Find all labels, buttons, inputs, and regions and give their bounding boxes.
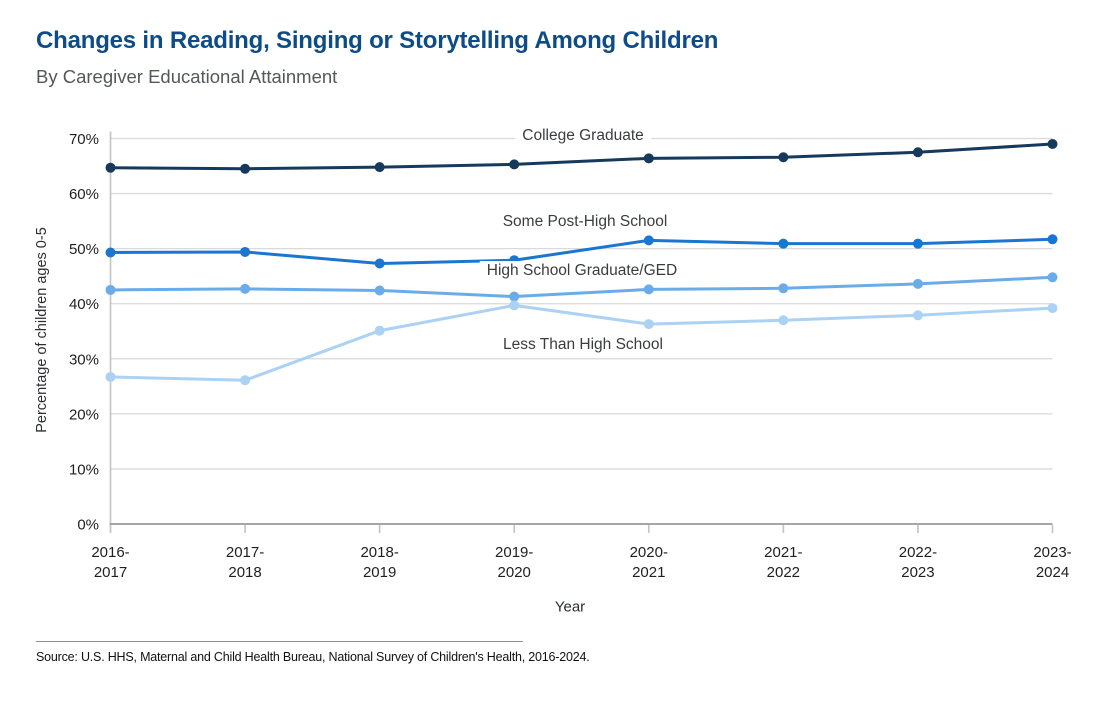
x-tick-label-line2: 2022 — [767, 564, 800, 581]
data-point-0-0 — [105, 162, 116, 173]
data-point-1-7 — [1047, 234, 1058, 245]
x-tick-label-line1: 2023- — [1033, 544, 1071, 561]
x-tick-label-line1: 2016- — [91, 544, 129, 561]
y-tick-label: 10% — [69, 461, 99, 478]
data-point-0-5 — [778, 152, 789, 163]
x-tick-label-line2: 2020 — [498, 564, 531, 581]
y-tick-label: 0% — [77, 517, 99, 534]
x-tick-label-line1: 2017- — [226, 544, 264, 561]
y-tick-label: 70% — [69, 131, 99, 148]
x-tick-label-line2: 2021 — [632, 564, 665, 581]
data-point-1-6 — [912, 238, 923, 249]
data-point-2-5 — [778, 283, 789, 294]
x-tick-label-line2: 2018 — [228, 564, 261, 581]
series-line-0 — [109, 142, 1054, 171]
data-point-2-7 — [1047, 272, 1058, 283]
data-point-1-1 — [240, 246, 251, 257]
y-tick-label: 60% — [69, 186, 99, 203]
x-tick-label-line1: 2021- — [764, 544, 802, 561]
data-point-0-2 — [374, 162, 385, 173]
x-tick-label-line1: 2022- — [899, 544, 937, 561]
data-point-1-2 — [374, 258, 385, 269]
x-tick-label-line1: 2019- — [495, 544, 533, 561]
data-point-3-4 — [643, 319, 654, 330]
data-point-3-7 — [1047, 303, 1058, 314]
data-point-0-4 — [643, 153, 654, 164]
data-point-3-5 — [778, 315, 789, 326]
data-point-3-3 — [509, 300, 520, 311]
data-point-2-2 — [374, 285, 385, 296]
data-point-1-4 — [643, 235, 654, 246]
series-line-1 — [109, 237, 1054, 266]
x-tick-label-line2: 2024 — [1036, 564, 1069, 581]
series-line-2 — [109, 275, 1054, 299]
source-divider — [36, 641, 523, 642]
x-tick-label-line2: 2017 — [94, 564, 127, 581]
y-tick-label: 30% — [69, 351, 99, 368]
y-axis-title: Percentage of children ages 0-5 — [34, 227, 50, 433]
x-tick-label-line2: 2023 — [901, 564, 934, 581]
data-point-2-6 — [912, 278, 923, 289]
data-point-0-6 — [912, 147, 923, 158]
series-label-2: High School Graduate/GED — [479, 261, 685, 281]
data-point-0-7 — [1047, 139, 1058, 150]
data-point-0-3 — [509, 159, 520, 170]
data-point-2-1 — [240, 283, 251, 294]
data-point-3-2 — [374, 325, 385, 336]
source-text: Source: U.S. HHS, Maternal and Child Hea… — [36, 650, 590, 664]
data-point-0-1 — [240, 163, 251, 174]
data-point-2-3 — [509, 291, 520, 302]
data-point-1-5 — [778, 238, 789, 249]
series-line-3 — [109, 303, 1054, 382]
series-label-1: Some Post-High School — [495, 212, 675, 232]
data-point-3-0 — [105, 371, 116, 382]
data-point-2-4 — [643, 284, 654, 295]
data-point-1-0 — [105, 247, 116, 258]
data-point-3-1 — [240, 375, 251, 386]
x-tick-label-line1: 2020- — [630, 544, 668, 561]
y-tick-label: 40% — [69, 296, 99, 313]
page-title: Changes in Reading, Singing or Storytell… — [36, 27, 719, 54]
page-subtitle: By Caregiver Educational Attainment — [36, 66, 338, 87]
series-label-3: Less Than High School — [496, 335, 670, 355]
x-axis-title: Year — [554, 598, 586, 616]
data-point-2-0 — [105, 284, 116, 295]
x-tick-label-line1: 2018- — [360, 544, 398, 561]
y-tick-label: 20% — [69, 406, 99, 423]
data-point-3-6 — [912, 310, 923, 321]
y-tick-label: 50% — [69, 241, 99, 258]
series-label-0: College Graduate — [515, 126, 651, 146]
x-tick-label-line2: 2019 — [363, 564, 396, 581]
